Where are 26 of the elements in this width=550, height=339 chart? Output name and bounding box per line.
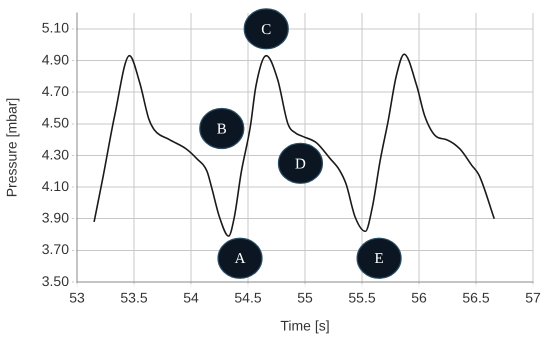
- x-tick-label: 53.5: [120, 289, 148, 306]
- line-series: [93, 53, 496, 237]
- y-tick-label: 3.90: [42, 210, 70, 226]
- x-tick-label: 55.5: [348, 289, 376, 306]
- y-tick-label: 3.50: [42, 272, 70, 289]
- x-tick-label: 54.5: [234, 289, 262, 306]
- annotation: E: [374, 251, 384, 268]
- annotation: D: [295, 156, 306, 172]
- y-tick-label: 5.10: [42, 20, 70, 36]
- y-tick-label: 3.70: [42, 241, 70, 258]
- x-tick-label: 55: [297, 289, 313, 306]
- annotation: C: [261, 22, 272, 38]
- x-tick-label: 53: [69, 289, 85, 306]
- y-tick-label: 4.50: [42, 114, 70, 131]
- y-axis-title: Pressure [mbar]: [3, 98, 20, 198]
- annotation: A: [234, 251, 246, 268]
- y-tick-label: 4.90: [42, 51, 70, 68]
- y-tick-label: 4.70: [42, 82, 70, 99]
- x-tick-label: 57: [525, 289, 541, 306]
- y-tick-label: 4.30: [42, 146, 70, 162]
- annotation: B: [216, 121, 227, 138]
- x-tick-label: 54: [183, 289, 199, 306]
- y-tick-label: 4.10: [42, 178, 70, 194]
- x-tick-label: 56: [411, 289, 427, 306]
- x-axis-title: Time [s]: [280, 317, 330, 334]
- x-tick-label: 56.5: [462, 289, 490, 306]
